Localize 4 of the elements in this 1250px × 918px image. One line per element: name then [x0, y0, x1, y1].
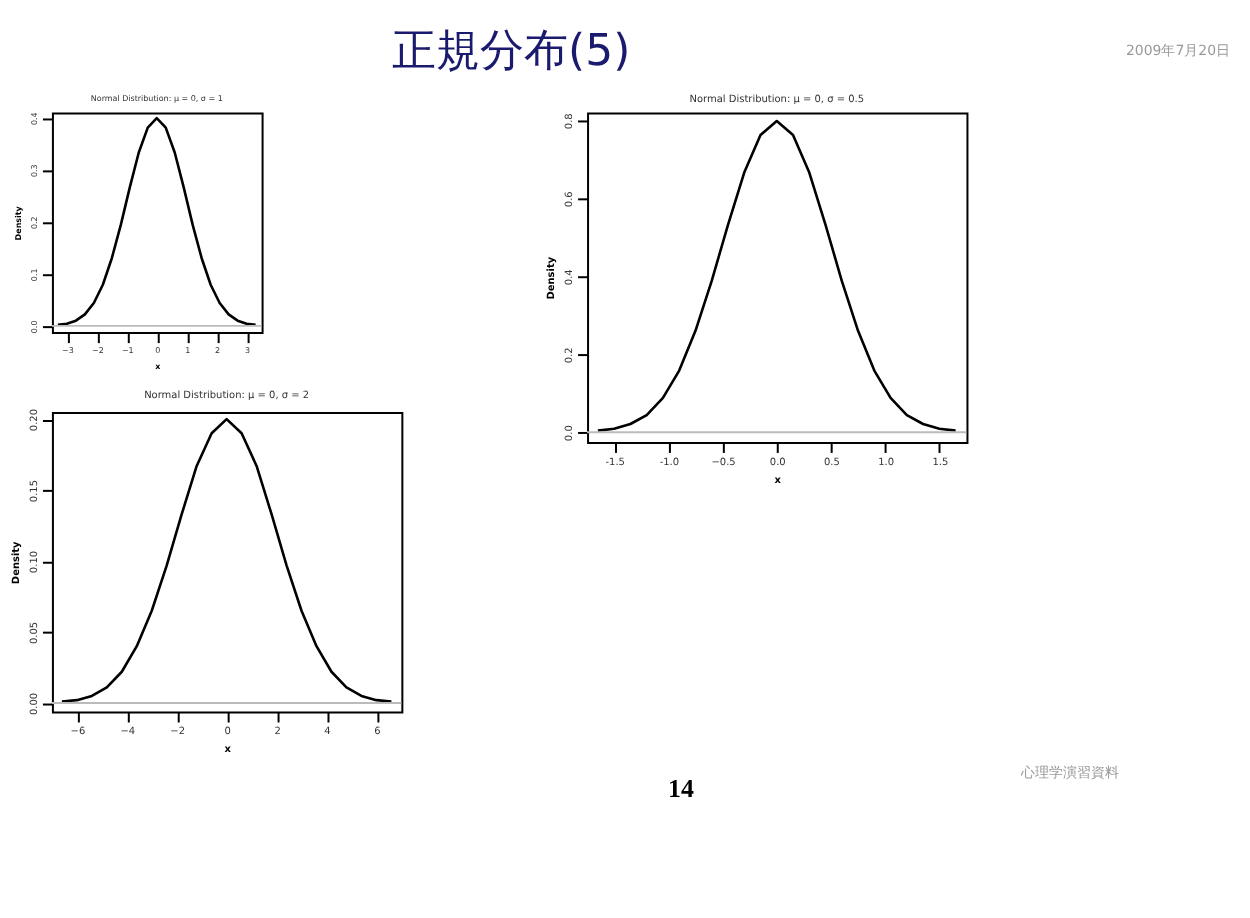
- text: 正規分布(5): [392, 26, 631, 77]
- line-series: [596, 119, 957, 432]
- text: 14: [667, 773, 695, 804]
- line-series: [60, 417, 393, 703]
